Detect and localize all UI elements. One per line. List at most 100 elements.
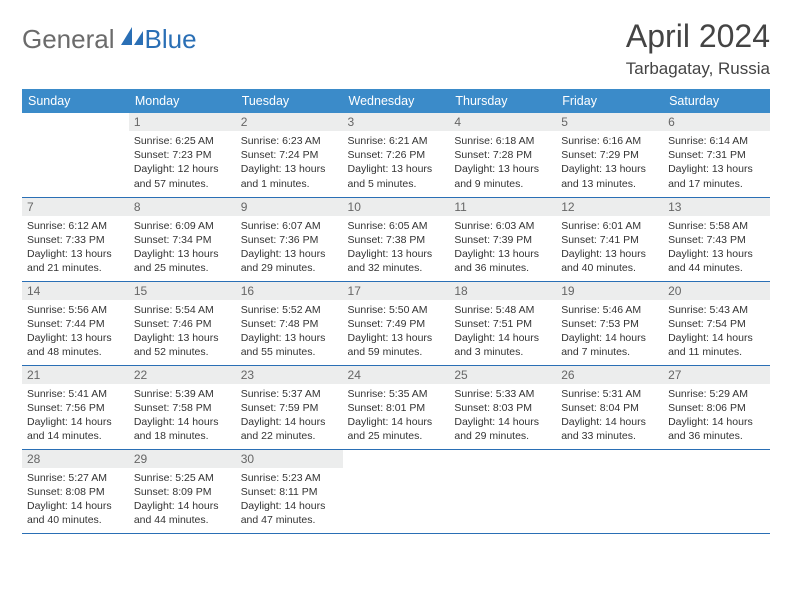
logo-sail-icon [121,27,143,52]
day-details: Sunrise: 6:05 AMSunset: 7:38 PMDaylight:… [348,219,445,276]
day-details: Sunrise: 5:25 AMSunset: 8:09 PMDaylight:… [134,471,231,528]
day-details: Sunrise: 5:58 AMSunset: 7:43 PMDaylight:… [668,219,765,276]
day-cell: 7 Sunrise: 6:12 AMSunset: 7:33 PMDaylight… [22,197,129,281]
day-details: Sunrise: 5:46 AMSunset: 7:53 PMDaylight:… [561,303,658,360]
day-cell: 29 Sunrise: 5:25 AMSunset: 8:09 PMDayligh… [129,449,236,533]
calendar: SundayMondayTuesdayWednesdayThursdayFrid… [22,89,770,534]
day-details: Sunrise: 5:33 AMSunset: 8:03 PMDaylight:… [454,387,551,444]
day-cell: 4Sunrise: 6:18 AMSunset: 7:28 PMDaylight… [449,113,556,197]
day-details: Sunrise: 6:14 AMSunset: 7:31 PMDaylight:… [668,134,765,191]
day-cell [663,449,770,533]
day-cell: 23Sunrise: 5:37 AMSunset: 7:59 PMDayligh… [236,365,343,449]
day-cell: 14Sunrise: 5:56 AMSunset: 7:44 PMDayligh… [22,281,129,365]
day-cell: 27 Sunrise: 5:29 AMSunset: 8:06 PMDayligh… [663,365,770,449]
day-cell: 8 Sunrise: 6:09 AMSunset: 7:34 PMDaylight… [129,197,236,281]
day-details: Sunrise: 6:12 AMSunset: 7:33 PMDaylight:… [27,219,124,276]
day-cell: 17 Sunrise: 5:50 AMSunset: 7:49 PMDayligh… [343,281,450,365]
day-details: Sunrise: 6:09 AMSunset: 7:34 PMDaylight:… [134,219,231,276]
day-details: Sunrise: 6:01 AMSunset: 7:41 PMDaylight:… [561,219,658,276]
day-cell [343,449,450,533]
day-details: Sunrise: 5:35 AMSunset: 8:01 PMDaylight:… [348,387,445,444]
day-cell: 16Sunrise: 5:52 AMSunset: 7:48 PMDayligh… [236,281,343,365]
day-details: Sunrise: 5:27 AMSunset: 8:08 PMDaylight:… [27,471,124,528]
day-details: Sunrise: 6:25 AMSunset: 7:23 PMDaylight:… [134,134,231,191]
day-details: Sunrise: 5:29 AMSunset: 8:06 PMDaylight:… [668,387,765,444]
day-details: Sunrise: 6:03 AMSunset: 7:39 PMDaylight:… [454,219,551,276]
header: General Blue April 2024 Tarbagatay, Russ… [22,18,770,79]
day-cell: 15Sunrise: 5:54 AMSunset: 7:46 PMDayligh… [129,281,236,365]
day-header-cell: Monday [129,89,236,113]
day-number: 8 [129,198,236,216]
week-row: 28 Sunrise: 5:27 AMSunset: 8:08 PMDayligh… [22,449,770,533]
day-number: 2 [236,113,343,131]
day-number: 4 [449,113,556,131]
day-details: Sunrise: 5:48 AMSunset: 7:51 PMDaylight:… [454,303,551,360]
logo: General Blue [22,24,197,55]
day-details: Sunrise: 5:31 AMSunset: 8:04 PMDaylight:… [561,387,658,444]
day-cell [556,449,663,533]
day-details: Sunrise: 6:23 AMSunset: 7:24 PMDaylight:… [241,134,338,191]
week-row: 1 Sunrise: 6:25 AMSunset: 7:23 PMDaylight… [22,113,770,197]
day-header-row: SundayMondayTuesdayWednesdayThursdayFrid… [22,89,770,113]
day-number: 13 [663,198,770,216]
day-cell: 18Sunrise: 5:48 AMSunset: 7:51 PMDayligh… [449,281,556,365]
day-details: Sunrise: 5:50 AMSunset: 7:49 PMDaylight:… [348,303,445,360]
day-header-cell: Friday [556,89,663,113]
day-number: 9 [236,198,343,216]
day-cell: 19 Sunrise: 5:46 AMSunset: 7:53 PMDayligh… [556,281,663,365]
day-number: 19 [556,282,663,300]
day-details: Sunrise: 5:43 AMSunset: 7:54 PMDaylight:… [668,303,765,360]
day-details: Sunrise: 5:37 AMSunset: 7:59 PMDaylight:… [241,387,338,444]
day-cell: 21 Sunrise: 5:41 AMSunset: 7:56 PMDayligh… [22,365,129,449]
day-number: 1 [129,113,236,131]
day-details: Sunrise: 6:07 AMSunset: 7:36 PMDaylight:… [241,219,338,276]
day-number: 12 [556,198,663,216]
day-number: 20 [663,282,770,300]
day-details: Sunrise: 5:56 AMSunset: 7:44 PMDaylight:… [27,303,124,360]
day-number: 17 [343,282,450,300]
day-cell: 2 Sunrise: 6:23 AMSunset: 7:24 PMDaylight… [236,113,343,197]
day-header-cell: Tuesday [236,89,343,113]
logo-text-blue: Blue [145,24,197,55]
title-block: April 2024 Tarbagatay, Russia [626,18,770,79]
week-row: 21 Sunrise: 5:41 AMSunset: 7:56 PMDayligh… [22,365,770,449]
day-number: 21 [22,366,129,384]
day-number: 28 [22,450,129,468]
day-number: 29 [129,450,236,468]
day-details: Sunrise: 5:52 AMSunset: 7:48 PMDaylight:… [241,303,338,360]
day-number: 10 [343,198,450,216]
day-cell: 1 Sunrise: 6:25 AMSunset: 7:23 PMDaylight… [129,113,236,197]
week-row: 7 Sunrise: 6:12 AMSunset: 7:33 PMDaylight… [22,197,770,281]
day-details: Sunrise: 6:21 AMSunset: 7:26 PMDaylight:… [348,134,445,191]
day-number: 26 [556,366,663,384]
day-number: 3 [343,113,450,131]
day-cell: 11Sunrise: 6:03 AMSunset: 7:39 PMDayligh… [449,197,556,281]
day-cell [22,113,129,197]
day-cell: 10 Sunrise: 6:05 AMSunset: 7:38 PMDayligh… [343,197,450,281]
day-cell: 13 Sunrise: 5:58 AMSunset: 7:43 PMDayligh… [663,197,770,281]
day-cell: 12 Sunrise: 6:01 AMSunset: 7:41 PMDayligh… [556,197,663,281]
day-details: Sunrise: 5:41 AMSunset: 7:56 PMDaylight:… [27,387,124,444]
day-number: 15 [129,282,236,300]
day-details: Sunrise: 5:23 AMSunset: 8:11 PMDaylight:… [241,471,338,528]
day-header-cell: Thursday [449,89,556,113]
day-number: 27 [663,366,770,384]
day-cell: 22Sunrise: 5:39 AMSunset: 7:58 PMDayligh… [129,365,236,449]
day-header-cell: Sunday [22,89,129,113]
day-header-cell: Wednesday [343,89,450,113]
day-cell: 26 Sunrise: 5:31 AMSunset: 8:04 PMDayligh… [556,365,663,449]
day-cell: 20 Sunrise: 5:43 AMSunset: 7:54 PMDayligh… [663,281,770,365]
month-title: April 2024 [626,18,770,55]
day-header-cell: Saturday [663,89,770,113]
day-cell: 24Sunrise: 5:35 AMSunset: 8:01 PMDayligh… [343,365,450,449]
day-number: 7 [22,198,129,216]
location: Tarbagatay, Russia [626,59,770,79]
day-details: Sunrise: 6:16 AMSunset: 7:29 PMDaylight:… [561,134,658,191]
day-details: Sunrise: 5:39 AMSunset: 7:58 PMDaylight:… [134,387,231,444]
day-cell: 3 Sunrise: 6:21 AMSunset: 7:26 PMDaylight… [343,113,450,197]
day-cell [449,449,556,533]
day-number: 30 [236,450,343,468]
day-cell: 25Sunrise: 5:33 AMSunset: 8:03 PMDayligh… [449,365,556,449]
day-cell: 5Sunrise: 6:16 AMSunset: 7:29 PMDaylight… [556,113,663,197]
day-cell: 6Sunrise: 6:14 AMSunset: 7:31 PMDaylight… [663,113,770,197]
